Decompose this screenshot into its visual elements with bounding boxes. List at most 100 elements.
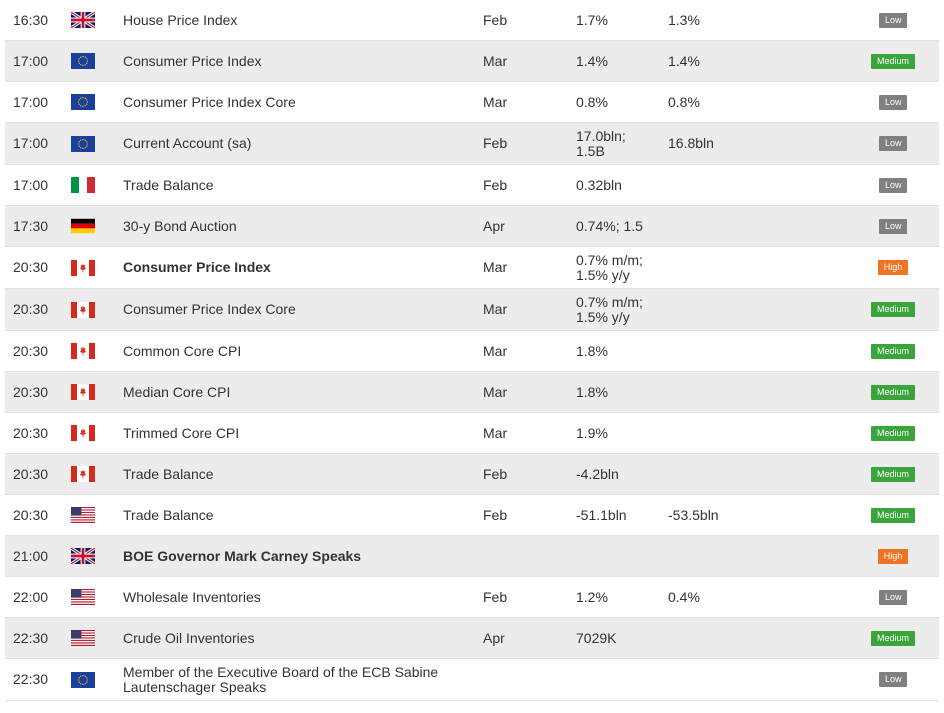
- event-name[interactable]: Member of the Executive Board of the ECB…: [123, 659, 463, 700]
- text-line: Crude Oil Inventories: [123, 629, 255, 646]
- event-period: Mar: [483, 52, 508, 69]
- canada-flag-icon: [70, 413, 96, 453]
- importance-badge: Low: [879, 672, 907, 687]
- table-row[interactable]: 20:30 Median Core CPI Mar 1.8% Medium: [5, 372, 939, 413]
- event-actual: [576, 536, 664, 576]
- table-row[interactable]: 17:30 30-y Bond Auction Apr 0.74%; 1.5 Low: [5, 206, 939, 247]
- event-name[interactable]: Current Account (sa): [123, 123, 463, 164]
- eu-flag-icon: [70, 41, 96, 81]
- table-row[interactable]: 17:00 Current Account (sa) Feb 17.0bln; 1.5B…: [5, 123, 939, 165]
- event-previous: 1.3%: [668, 11, 700, 28]
- event-period: Mar: [483, 424, 508, 441]
- event-actual: 1.8%: [576, 331, 664, 371]
- event-period: Feb: [483, 465, 508, 482]
- table-row[interactable]: 20:30 Trade Balance Feb -4.2bln Medium: [5, 454, 939, 495]
- table-row[interactable]: 17:00 Consumer Price Index Mar 1.4% 1.4% Medi…: [5, 41, 939, 82]
- event-name[interactable]: Median Core CPI: [123, 372, 463, 412]
- table-row[interactable]: 22:00 Wholesale Inventories Feb 1.2% 0.4% Low: [5, 577, 939, 618]
- event-name[interactable]: Consumer Price Index: [123, 247, 463, 288]
- event-previous: 1.4%: [668, 52, 700, 69]
- importance-badge: Low: [879, 218, 907, 234]
- canada-flag-icon: [70, 247, 96, 288]
- event-name[interactable]: Crude Oil Inventories: [123, 618, 463, 658]
- text-line: 30-y Bond Auction: [123, 217, 237, 234]
- event-actual: 1.9%: [576, 413, 664, 453]
- event-name[interactable]: Trade Balance: [123, 495, 463, 535]
- event-actual: 0.7% m/m; 1.5% y/y: [576, 289, 664, 330]
- event-time: 20:30: [13, 465, 49, 482]
- event-period: Feb: [483, 506, 508, 523]
- event-time: 20:30: [13, 259, 49, 275]
- text-line: -4.2bln: [576, 465, 619, 482]
- event-name[interactable]: Consumer Price Index Core: [123, 289, 463, 330]
- text-line: 0.74%; 1.5: [576, 217, 643, 234]
- event-actual: 1.7%: [576, 0, 664, 40]
- table-row[interactable]: 16:30 House Price Index Feb 1.7% 1.3% Low: [5, 0, 939, 41]
- event-actual: -4.2bln: [576, 454, 664, 494]
- event-previous: [668, 618, 768, 658]
- event-time: 22:00: [13, 588, 49, 605]
- event-name[interactable]: Consumer Price Index Core: [123, 82, 463, 122]
- event-period: Mar: [483, 383, 508, 400]
- text-line: Consumer Price Index: [123, 52, 262, 69]
- uk-flag-icon: [70, 536, 96, 576]
- text-line: House Price Index: [123, 11, 238, 28]
- text-line: Current Account (sa): [123, 135, 252, 151]
- usa-flag-icon: [70, 495, 96, 535]
- text-line: 1.5% y/y: [576, 266, 630, 283]
- text-line: 0.32bln: [576, 176, 622, 193]
- importance-badge: Medium: [870, 466, 915, 482]
- event-name[interactable]: Common Core CPI: [123, 331, 463, 371]
- event-name[interactable]: Trade Balance: [123, 165, 463, 205]
- canada-flag-icon: [70, 331, 96, 371]
- importance-badge: Low: [879, 94, 907, 110]
- event-period: Feb: [483, 11, 508, 28]
- table-row[interactable]: 17:00 Consumer Price Index Core Mar 0.8% 0.8…: [5, 82, 939, 123]
- text-line: 0.7% m/m;: [576, 293, 643, 310]
- text-line: Median Core CPI: [123, 383, 231, 400]
- event-previous: [668, 413, 768, 453]
- event-previous: 16.8bln: [668, 135, 714, 151]
- event-previous: 0.4%: [668, 588, 700, 605]
- table-row[interactable]: 20:30 Consumer Price Index Core Mar 0.7% m/…: [5, 289, 939, 331]
- importance-badge: Low: [879, 177, 907, 193]
- event-name[interactable]: Wholesale Inventories: [123, 577, 463, 617]
- event-time: 21:00: [13, 547, 49, 564]
- italy-flag-icon: [70, 165, 96, 205]
- text-line: Consumer Price Index Core: [123, 93, 296, 110]
- text-line: Trade Balance: [123, 176, 214, 193]
- event-name[interactable]: 30-y Bond Auction: [123, 206, 463, 246]
- event-name[interactable]: Trade Balance: [123, 454, 463, 494]
- eu-flag-icon: [70, 123, 96, 164]
- table-row[interactable]: 22:30 Member of the Executive Board of th…: [5, 659, 939, 701]
- event-name[interactable]: Trimmed Core CPI: [123, 413, 463, 453]
- table-row[interactable]: 20:30 Trade Balance Feb -51.1bln -53.5bln Med…: [5, 495, 939, 536]
- text-line: 7029K: [576, 629, 617, 646]
- event-actual: 1.4%: [576, 41, 664, 81]
- event-name[interactable]: House Price Index: [123, 0, 463, 40]
- event-previous: [668, 165, 768, 205]
- event-name[interactable]: Consumer Price Index: [123, 41, 463, 81]
- text-line: Wholesale Inventories: [123, 588, 261, 605]
- table-row[interactable]: 20:30 Common Core CPI Mar 1.8% Medium: [5, 331, 939, 372]
- event-previous: [668, 372, 768, 412]
- table-row[interactable]: 20:30 Consumer Price Index Mar 0.7% m/m; 1.5…: [5, 247, 939, 289]
- event-actual: -51.1bln: [576, 495, 664, 535]
- importance-badge: Medium: [870, 53, 915, 69]
- event-name[interactable]: BOE Governor Mark Carney Speaks: [123, 536, 463, 576]
- canada-flag-icon: [70, 372, 96, 412]
- importance-badge: Medium: [870, 343, 915, 359]
- event-time: 22:30: [13, 629, 49, 646]
- text-line: Trade Balance: [123, 465, 214, 482]
- event-time: 17:00: [13, 135, 49, 151]
- table-row[interactable]: 20:30 Trimmed Core CPI Mar 1.9% Medium: [5, 413, 939, 454]
- event-actual: 1.2%: [576, 577, 664, 617]
- event-time: 20:30: [13, 301, 49, 317]
- canada-flag-icon: [70, 454, 96, 494]
- table-row[interactable]: 21:00 BOE Governor Mark Carney Speaks High: [5, 536, 939, 577]
- importance-badge: Medium: [870, 507, 915, 523]
- event-time: 20:30: [13, 383, 49, 400]
- table-row[interactable]: 22:30 Crude Oil Inventories Apr 7029K Medium: [5, 618, 939, 659]
- table-row[interactable]: 17:00 Trade Balance Feb 0.32bln Low: [5, 165, 939, 206]
- text-line: Common Core CPI: [123, 342, 242, 359]
